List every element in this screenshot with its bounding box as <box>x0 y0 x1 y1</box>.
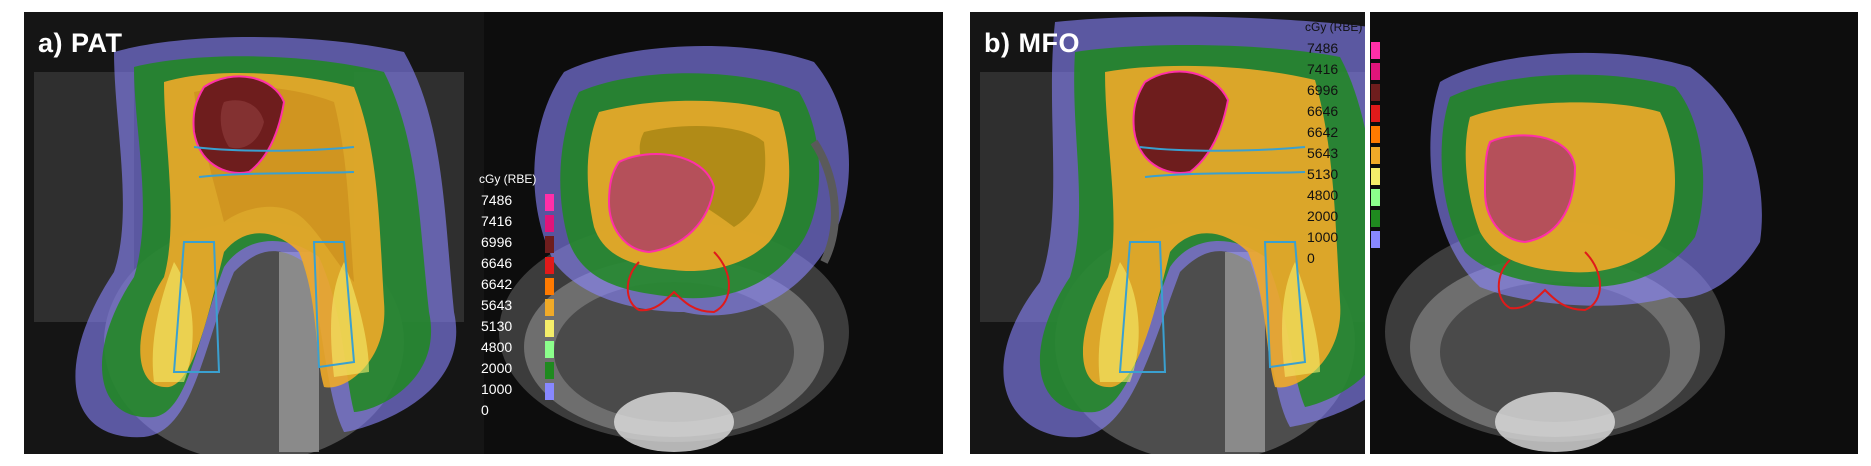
legend-swatch <box>1371 84 1380 101</box>
panel-pat: a) PAT cGy (RBE) 7486 7416 6996 6646 664… <box>24 12 943 454</box>
legend-value: 6642 <box>481 276 513 292</box>
legend-swatch <box>1371 210 1380 227</box>
legend-swatch <box>1371 231 1380 248</box>
legend-title: cGy (RBE) <box>479 172 537 186</box>
legend-swatch <box>1371 147 1380 164</box>
legend-value: 4800 <box>1307 187 1339 203</box>
panel-label: b) MFO <box>984 28 1080 58</box>
legend-entry: 7416 <box>1305 59 1385 80</box>
axial-ct-view <box>484 12 943 454</box>
legend-value: 6646 <box>481 255 513 271</box>
legend-value: 5130 <box>481 318 513 334</box>
legend-entry: 7416 <box>479 211 559 232</box>
legend-entry: 6996 <box>1305 80 1385 101</box>
legend-entry: 6646 <box>479 253 559 274</box>
legend-value: 7416 <box>481 213 513 229</box>
legend-entry: 2000 <box>1305 206 1385 227</box>
legend-swatch <box>545 215 554 232</box>
legend-value: 5643 <box>1307 145 1339 161</box>
legend-value: 5130 <box>1307 166 1339 182</box>
legend-value: 6996 <box>1307 82 1339 98</box>
legend-swatch <box>1371 189 1380 206</box>
legend-entry: 5643 <box>1305 143 1385 164</box>
legend-swatch <box>545 236 554 253</box>
legend-value: 7416 <box>1307 61 1339 77</box>
mfo-dose-image <box>970 12 1858 454</box>
legend-swatch <box>545 299 554 316</box>
legend-swatch <box>545 278 554 295</box>
legend-swatch <box>545 341 554 358</box>
legend-entry: 6642 <box>1305 122 1385 143</box>
legend-value: 4800 <box>481 339 513 355</box>
legend-swatch <box>1371 105 1380 122</box>
legend-swatch <box>1371 63 1380 80</box>
legend-value: 0 <box>1307 250 1315 266</box>
legend-entry: 6996 <box>479 232 559 253</box>
panel-label: a) PAT <box>38 28 123 58</box>
legend-swatch <box>545 362 554 379</box>
legend-value: 1000 <box>1307 229 1339 245</box>
legend-entry: 1000 <box>479 379 559 400</box>
legend-entry: 5130 <box>479 316 559 337</box>
legend-swatch <box>545 320 554 337</box>
legend-swatch <box>545 194 554 211</box>
legend-entry: 6646 <box>1305 101 1385 122</box>
legend-entry: 4800 <box>479 337 559 358</box>
legend-entry: 5643 <box>479 295 559 316</box>
axial-ct-view <box>1365 12 1858 454</box>
legend-value: 0 <box>481 402 489 418</box>
legend-title: cGy (RBE) <box>1305 20 1363 34</box>
legend-entry: 0 <box>479 400 559 421</box>
legend-value: 7486 <box>1307 40 1339 56</box>
legend-entry: 5130 <box>1305 164 1385 185</box>
legend-value: 2000 <box>1307 208 1339 224</box>
legend-swatch <box>1371 168 1380 185</box>
legend-swatch <box>545 257 554 274</box>
legend-swatch <box>1371 42 1380 59</box>
legend-value: 5643 <box>481 297 513 313</box>
legend-entry: 1000 <box>1305 227 1385 248</box>
legend-entry: 2000 <box>479 358 559 379</box>
legend-entry: 7486 <box>1305 38 1385 59</box>
legend-value: 6646 <box>1307 103 1339 119</box>
legend-entry: 7486 <box>479 190 559 211</box>
legend-entry: 0 <box>1305 248 1385 269</box>
legend-entry: 6642 <box>479 274 559 295</box>
legend-value: 6996 <box>481 234 513 250</box>
coronal-ct-view <box>24 12 484 454</box>
legend-entry: 4800 <box>1305 185 1385 206</box>
legend-value: 7486 <box>481 192 513 208</box>
panel-mfo: b) MFO cGy (RBE) 7486 7416 6996 6646 664… <box>970 12 1858 454</box>
coronal-ct-view <box>970 12 1440 454</box>
legend-swatch <box>545 383 554 400</box>
legend-value: 6642 <box>1307 124 1339 140</box>
legend-value: 2000 <box>481 360 513 376</box>
legend-value: 1000 <box>481 381 513 397</box>
pat-dose-image <box>24 12 943 454</box>
legend-swatch <box>1371 126 1380 143</box>
